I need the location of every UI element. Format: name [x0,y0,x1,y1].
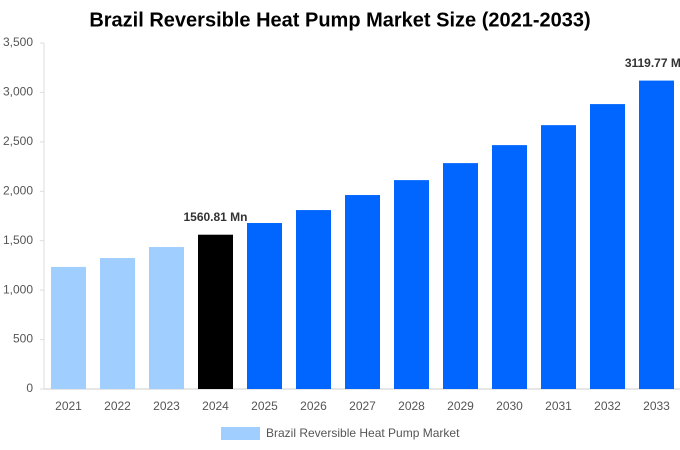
x-tick-label: 2026 [300,399,327,413]
bar [296,210,331,389]
x-tick-label: 2030 [496,399,523,413]
y-tick-label: 0 [26,381,33,395]
bar [639,80,674,390]
bar [198,234,233,389]
y-tick-label: 2,500 [3,134,33,148]
x-tick-label: 2023 [153,399,180,413]
legend-label: Brazil Reversible Heat Pump Market [266,426,460,440]
y-tick-label: 2,000 [3,183,33,197]
x-tick-label: 2021 [55,399,82,413]
x-tick-label: 2029 [447,399,474,413]
x-tick-label: 2033 [643,399,670,413]
y-tick-label: 1,500 [3,233,33,247]
bar [394,180,429,389]
x-tick-label: 2028 [398,399,425,413]
value-label: 3119.77 Mn [625,56,680,70]
bar [590,104,625,389]
bar [51,266,86,389]
legend-swatch [221,427,260,440]
x-tick-label: 2024 [202,399,229,413]
y-tick-label: 500 [13,332,33,346]
bar [541,125,576,390]
bar [247,223,282,389]
chart-title: Brazil Reversible Heat Pump Market Size … [89,9,590,31]
y-tick-label: 3,500 [3,35,33,49]
bar [149,247,184,389]
x-tick-label: 2031 [545,399,572,413]
x-tick-label: 2022 [104,399,131,413]
bar [100,258,135,389]
y-tick-label: 1,000 [3,282,33,296]
bar [492,145,527,389]
bar [345,195,380,389]
bar [443,163,478,389]
x-tick-label: 2025 [251,399,278,413]
value-label: 1560.81 Mn [183,210,247,224]
y-tick-label: 3,000 [3,85,33,99]
x-tick-label: 2032 [594,399,621,413]
x-tick-label: 2027 [349,399,376,413]
